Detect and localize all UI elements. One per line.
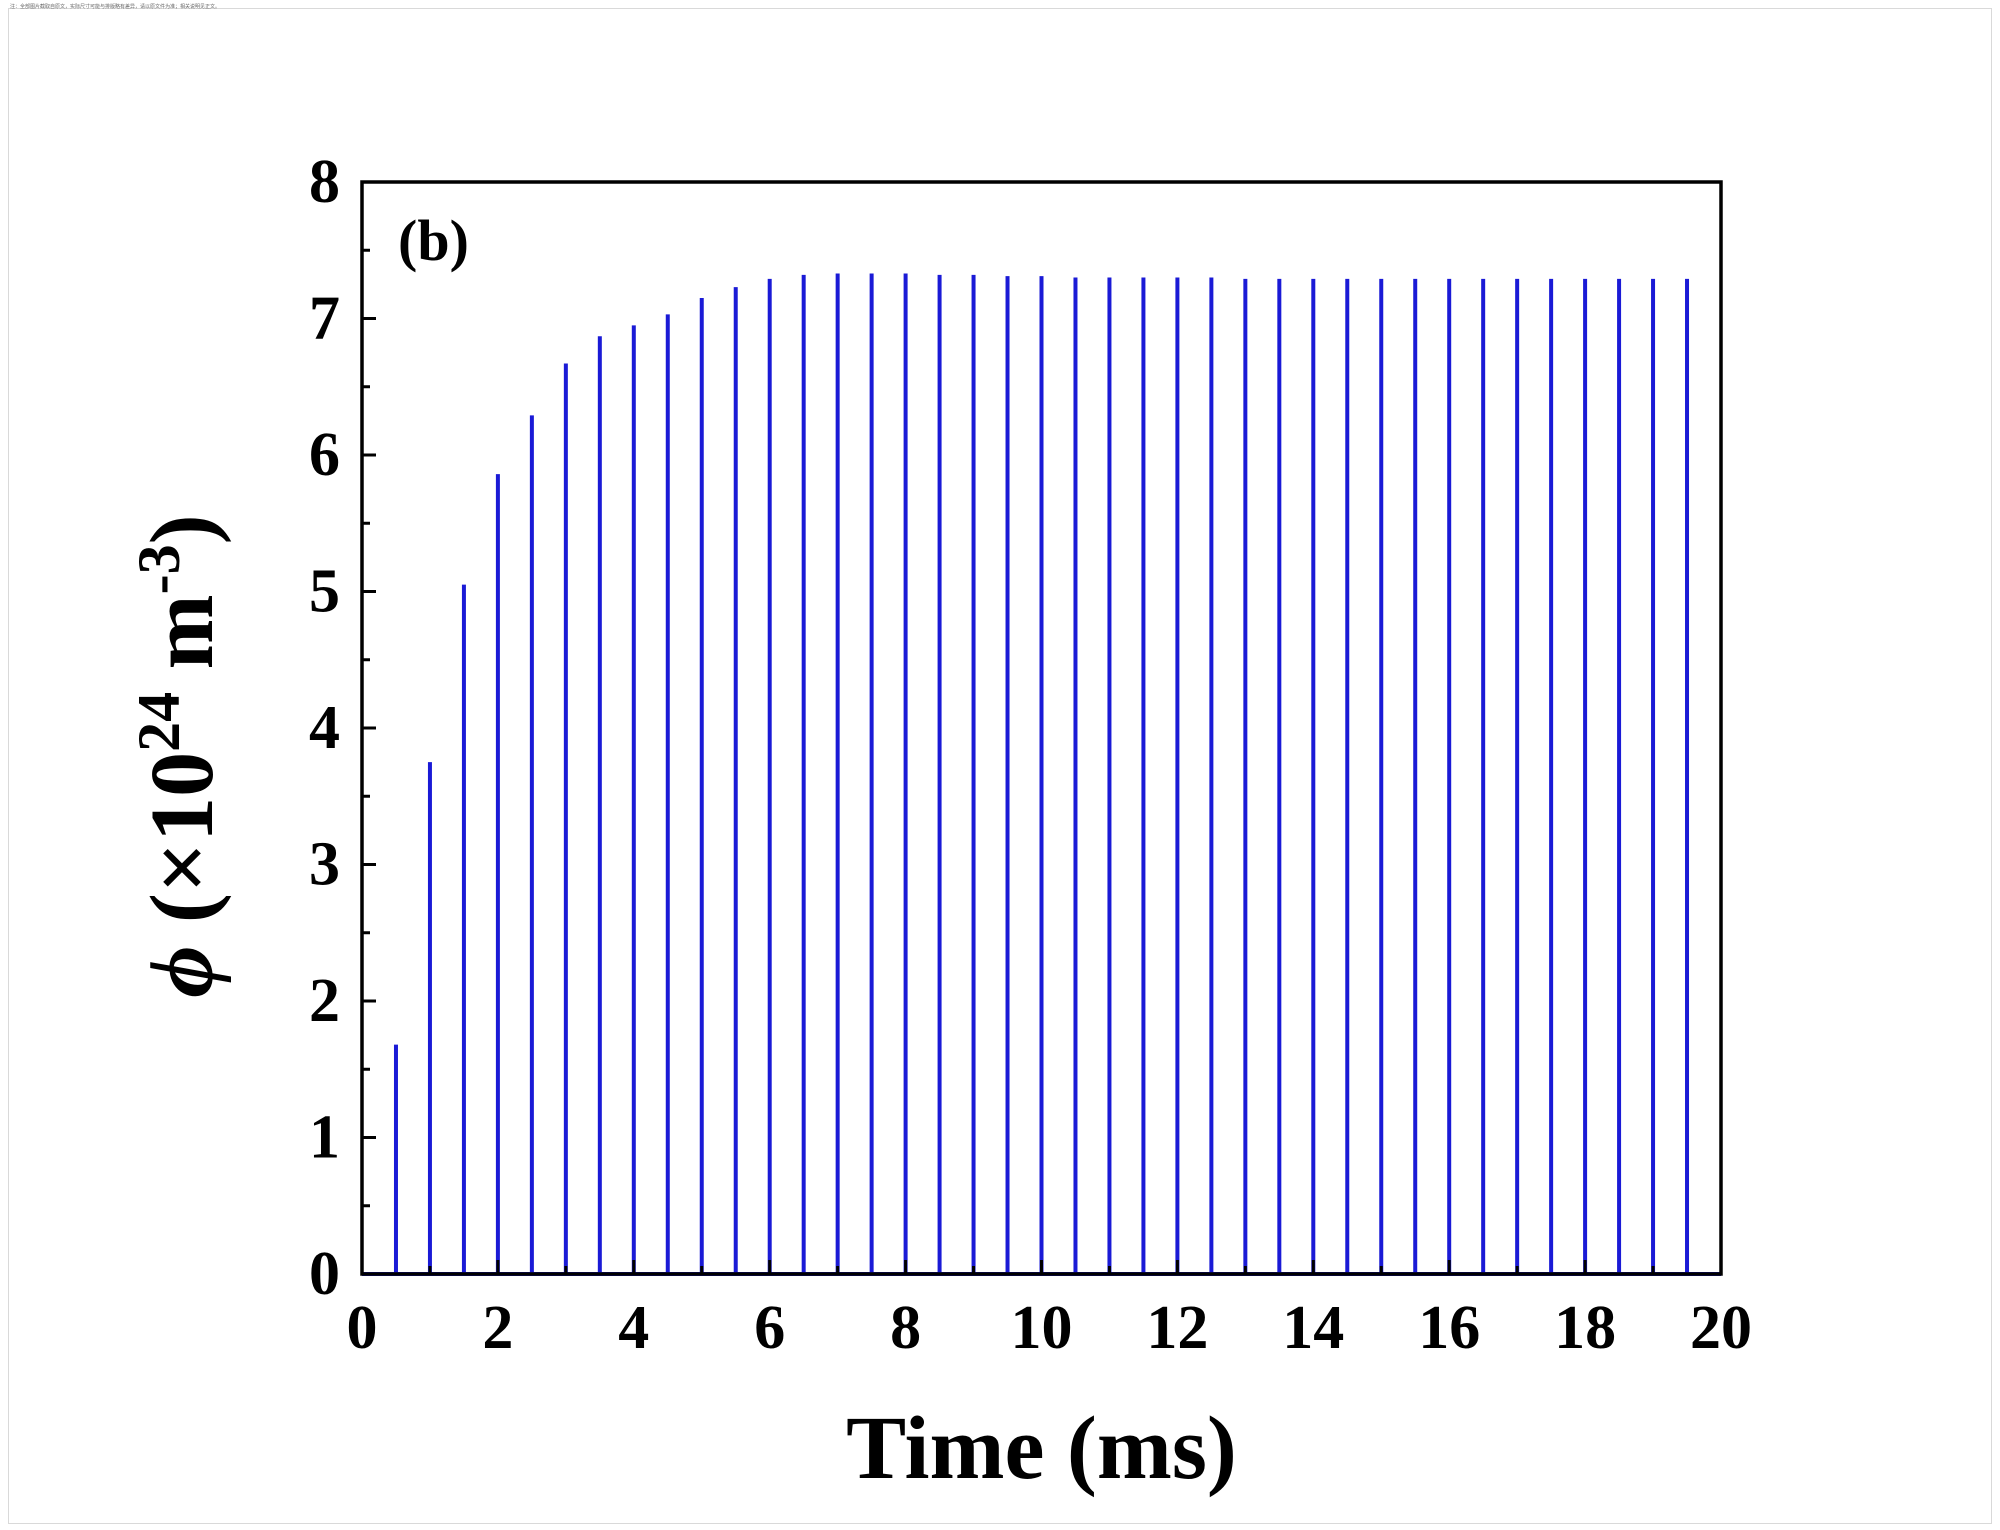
y-tick-label: 6 bbox=[309, 421, 340, 489]
x-tick-label: 0 bbox=[347, 1294, 378, 1362]
x-tick-label: 8 bbox=[890, 1294, 921, 1362]
spike-series bbox=[393, 273, 1690, 1274]
x-axis-ticks: 0 2 4 6 8 10 12 14 16 18 20 bbox=[347, 1260, 1752, 1362]
y-tick-label: 7 bbox=[309, 285, 340, 353]
y-axis-ticks: 0 1 2 3 4 5 6 7 8 bbox=[309, 148, 376, 1308]
y-tick-label: 5 bbox=[309, 558, 340, 626]
y-tick-label: 0 bbox=[309, 1240, 340, 1308]
x-tick-label: 6 bbox=[754, 1294, 785, 1362]
y-axis-open: (×10 bbox=[133, 752, 232, 946]
x-axis-title: Time (ms) bbox=[846, 1399, 1237, 1498]
page-frame bbox=[8, 8, 1992, 1524]
x-tick-label: 16 bbox=[1418, 1294, 1480, 1362]
y-axis-close: ) bbox=[133, 514, 232, 544]
y-axis-unit: m bbox=[133, 594, 232, 691]
x-tick-label: 10 bbox=[1011, 1294, 1073, 1362]
x-tick-label: 20 bbox=[1690, 1294, 1752, 1362]
y-tick-label: 3 bbox=[309, 831, 340, 899]
header-note: 注：全部图片截取自原文，实际尺寸可能与排版略有差异，请以原文件为准；相关说明见正… bbox=[10, 4, 221, 10]
x-tick-label: 18 bbox=[1554, 1294, 1616, 1362]
y-tick-label: 4 bbox=[309, 694, 340, 762]
y-axis-title: ϕ (×1024 m-3) bbox=[126, 514, 232, 997]
y-tick-label: 1 bbox=[309, 1104, 340, 1172]
y-axis-symbol: ϕ bbox=[133, 946, 232, 998]
x-tick-label: 2 bbox=[482, 1294, 513, 1362]
y-tick-label: 8 bbox=[309, 148, 340, 216]
panel-label: (b) bbox=[398, 208, 469, 273]
y-axis-exponent-1: 24 bbox=[126, 692, 192, 752]
x-tick-label: 12 bbox=[1146, 1294, 1208, 1362]
x-tick-label: 4 bbox=[618, 1294, 649, 1362]
x-tick-label: 14 bbox=[1282, 1294, 1344, 1362]
y-tick-label: 2 bbox=[309, 967, 340, 1035]
y-axis-exponent-2: -3 bbox=[126, 544, 192, 594]
